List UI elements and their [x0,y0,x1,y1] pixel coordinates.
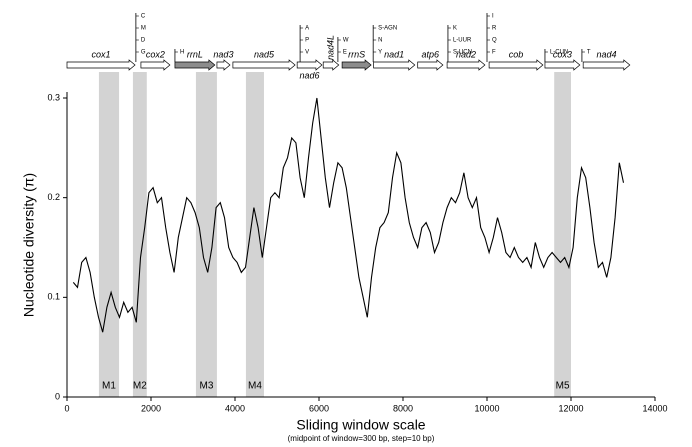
y-axis-title: Nucleotide diversity (π) [21,173,37,317]
gene-label: cox1 [92,49,111,59]
trna-label: Y [378,50,382,56]
trna-label: I [492,14,494,20]
gene-label: nad1 [384,49,404,59]
trna-label: T [587,50,591,56]
gene-arrow [140,59,171,71]
trna-label: Q [492,38,497,44]
gene-label: nad2 [456,49,476,59]
gene-label: cox2 [146,49,165,59]
y-tick-label: 0.2 [47,192,60,202]
trna-label: H [180,50,184,56]
x-tick-label: 4000 [225,403,245,413]
trna-label: D [141,38,146,44]
gene-label: rrnL [187,49,203,59]
y-tick-label: 0.1 [47,292,60,302]
gene-arrow [174,59,216,71]
trna-label: W [343,38,349,44]
gene-label: nad5 [254,49,275,59]
gene-label: nad6 [300,70,320,80]
region [554,72,571,397]
trna-label: S-UCN [453,50,472,56]
trna-label: L-CUN [550,50,568,56]
trna-label: F [492,50,496,56]
gene-arrow [216,59,231,71]
trna-label: R [492,26,497,32]
gene-arrow [373,59,416,71]
gene-arrow [66,59,136,71]
gene-arrow [488,59,544,71]
x-axis-title: Sliding window scale [296,417,425,433]
gene-arrow [417,59,444,71]
gene-label: cob [509,49,524,59]
x-tick-label: 10000 [474,403,499,413]
x-tick-label: 6000 [309,403,329,413]
region [98,72,120,397]
trna-label: E [343,50,347,56]
region-label: M4 [248,381,262,392]
gene-arrow [232,59,296,71]
trna-label: L-UUR [453,38,472,44]
gene-arrow [296,59,323,71]
trna-label: C [141,14,146,20]
x-tick-label: 0 [64,403,69,413]
gene-arrow [446,59,486,71]
gene-arrow [341,59,372,71]
trna-label: A [305,26,309,32]
trna-label: V [305,50,309,56]
trna-label: P [305,38,309,44]
x-tick-label: 2000 [141,403,161,413]
gene-arrow [322,59,340,71]
trna-label: K [453,26,457,32]
gene-arrow [582,59,631,71]
region-label: M1 [102,381,116,392]
gene-label: rrnS [348,49,365,59]
x-tick-label: 14000 [642,403,667,413]
gene-label: nad4 [596,49,616,59]
region [245,72,264,397]
gene-label: nad4L [325,35,335,60]
trna-label: N [378,38,382,44]
gene-label: cox3 [553,49,572,59]
trna-label: S-AGN [378,26,397,32]
gene-label: atp6 [422,49,440,59]
gene-label: nad3 [213,49,233,59]
y-tick-label: 0 [55,391,60,401]
y-tick-label: 0.3 [47,92,60,102]
region-label: M3 [199,381,213,392]
region-label: M5 [556,381,570,392]
region [132,72,147,397]
trna-label: G [141,50,146,56]
x-tick-label: 8000 [393,403,413,413]
region-label: M2 [133,381,147,392]
x-axis-note: (midpoint of window=300 bp, step=10 bp) [288,434,435,443]
trna-label: M [141,26,146,32]
region [195,72,217,397]
diversity-line [72,97,625,333]
x-tick-label: 12000 [558,403,583,413]
gene-arrow [544,59,581,71]
